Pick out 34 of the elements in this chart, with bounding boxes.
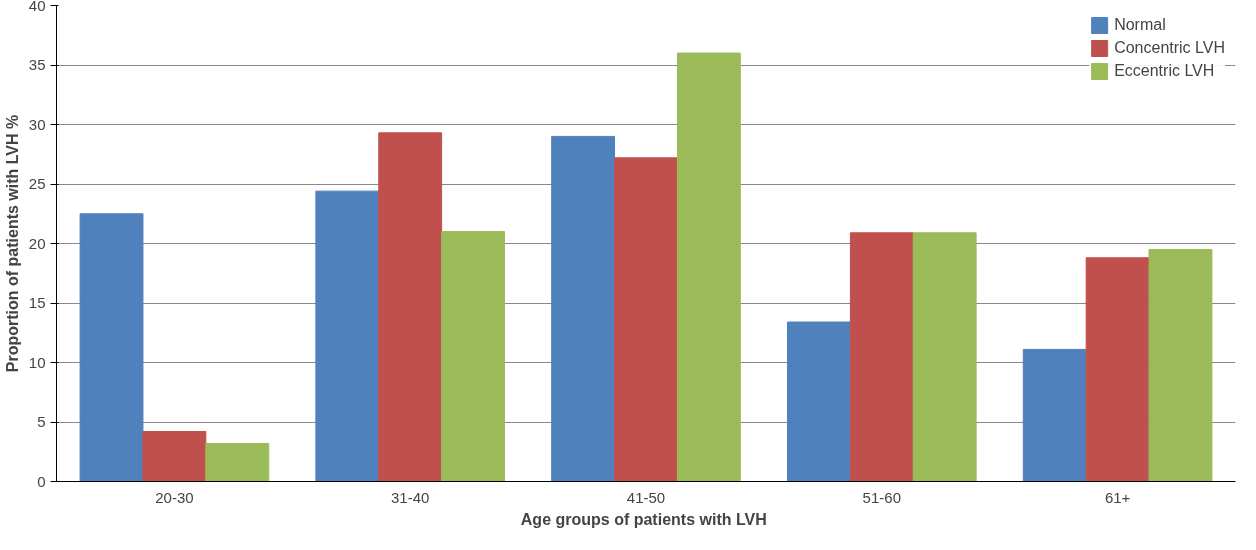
- legend-label: Eccentric LVH: [1114, 62, 1215, 80]
- x-tick-label: 20-30: [155, 488, 194, 506]
- bar: [912, 232, 977, 482]
- x-tick-label: 61+: [1104, 488, 1131, 506]
- legend-label: Normal: [1114, 16, 1166, 34]
- x-axis-title: Age groups of patients with LVH: [520, 510, 767, 528]
- bar: [1148, 248, 1213, 482]
- bar: [786, 321, 851, 482]
- y-tick-label: 15: [28, 294, 46, 311]
- bar: [205, 442, 270, 482]
- bar: [142, 431, 207, 482]
- y-tick-label: 25: [28, 175, 46, 192]
- y-tick-label: 40: [28, 0, 46, 14]
- y-tick-label: 0: [37, 472, 46, 490]
- y-tick-label: 20: [28, 234, 46, 252]
- bar: [676, 52, 741, 482]
- bar: [551, 135, 616, 482]
- bar: [1022, 348, 1087, 482]
- y-tick-label: 10: [28, 353, 46, 371]
- y-tick-label: 35: [28, 56, 46, 73]
- bar: [378, 132, 443, 482]
- y-tick-label: 30: [28, 115, 46, 133]
- bar: [79, 213, 144, 482]
- y-tick-label: 5: [37, 413, 46, 430]
- bar: [315, 190, 380, 482]
- legend-label: Concentric LVH: [1114, 39, 1225, 57]
- x-tick-label: 31-40: [391, 488, 430, 506]
- bar: [1085, 257, 1150, 482]
- bar: [441, 231, 506, 482]
- x-tick-label: 41-50: [626, 488, 666, 506]
- bar: [849, 232, 914, 482]
- bar: [614, 157, 678, 482]
- y-axis-title: Proportion of patients with LVH %: [3, 114, 21, 373]
- x-tick-label: 51-60: [862, 488, 901, 506]
